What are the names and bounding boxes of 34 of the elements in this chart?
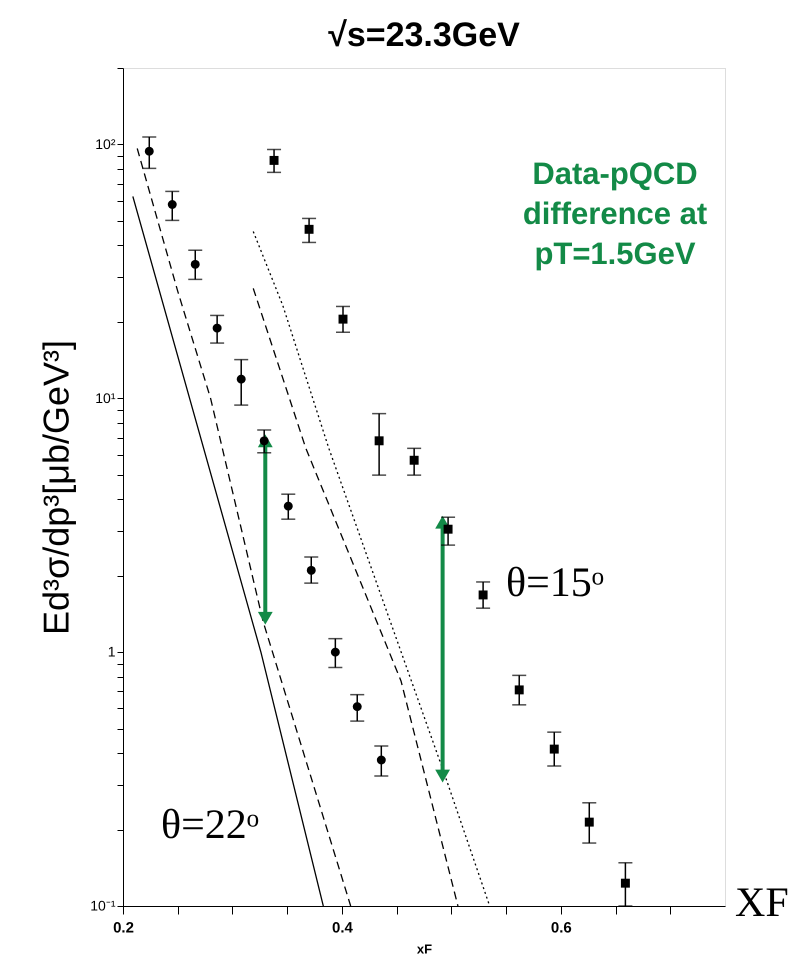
y-tick-label: 10²	[95, 136, 116, 152]
point	[212, 324, 222, 333]
point	[330, 648, 340, 657]
x-tick-label: 0.2	[113, 920, 134, 936]
point	[550, 744, 559, 754]
point	[168, 200, 177, 209]
text: XF	[735, 880, 788, 926]
point	[306, 566, 316, 575]
x-tick-label: 0.4	[332, 920, 354, 936]
y-tick-label: 1	[108, 644, 116, 660]
y-tick-label: 10⁻¹	[90, 898, 116, 914]
chart-title: √s=23.3GeV	[328, 16, 520, 54]
point	[338, 314, 348, 324]
point	[514, 685, 524, 694]
annotation: θ=22ᵒ	[161, 802, 259, 848]
annotation: θ=15ᵒ	[506, 560, 604, 606]
y-tick-label: 10¹	[95, 390, 116, 406]
point	[190, 260, 200, 269]
point	[478, 590, 488, 600]
x-tick-label: 0.6	[550, 920, 572, 936]
point	[236, 374, 246, 384]
point	[374, 436, 384, 446]
x-axis-title: xF	[416, 942, 432, 956]
point	[144, 146, 154, 156]
point	[584, 818, 594, 827]
point	[410, 456, 419, 465]
point	[304, 224, 314, 234]
annotation: Data-pQCD difference at pT=1.5GeV	[522, 156, 708, 271]
point	[270, 156, 279, 165]
point	[376, 756, 386, 764]
point	[620, 878, 630, 888]
point	[284, 502, 293, 511]
point	[352, 702, 362, 712]
y-axis-title: Ed³σ/dp³[μb/GeV³]	[35, 340, 76, 636]
